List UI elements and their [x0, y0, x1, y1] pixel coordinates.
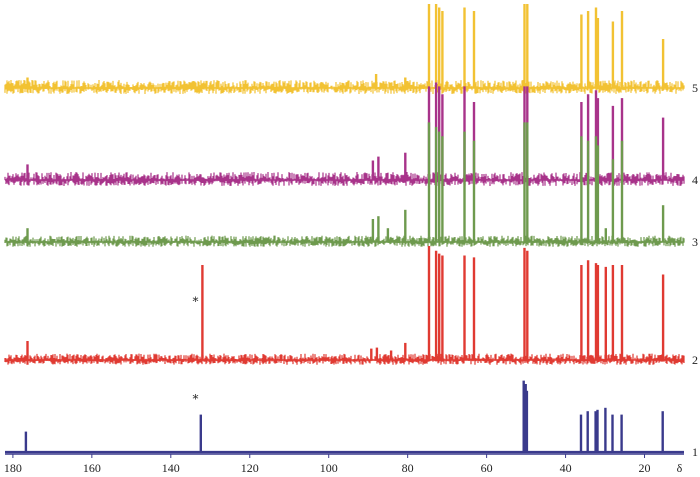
x-tick-label-120: 120: [241, 461, 259, 475]
spectra-layer: [4, 4, 685, 454]
x-tick-label-140: 140: [162, 461, 180, 475]
spectrum-5: [4, 4, 685, 94]
x-tick-label-160: 160: [83, 461, 101, 475]
x-tick-label-100: 100: [320, 461, 338, 475]
series-label-1: 1: [692, 445, 698, 459]
x-tick-label-20: 20: [639, 461, 651, 475]
x-axis-label: δ: [677, 461, 683, 475]
series-label-4: 4: [692, 173, 698, 187]
x-tick-label-80: 80: [402, 461, 414, 475]
series-labels-layer: 5 4 3 2 1: [692, 81, 698, 459]
series-label-5: 5: [692, 81, 698, 95]
spectrum-2: [4, 246, 685, 365]
x-axis: 180 160 140 120 100 80 60 40 20 δ: [4, 453, 684, 475]
x-tick-label-60: 60: [481, 461, 493, 475]
series-label-2: 2: [692, 353, 698, 367]
asterisk-annotation-1: ∗: [191, 390, 199, 404]
x-tick-label-180: 180: [4, 461, 22, 475]
series-label-3: 3: [692, 235, 698, 249]
spectrum-3: [4, 122, 685, 247]
spectrum-1: [5, 380, 684, 454]
asterisk-annotation-2: ∗: [191, 292, 199, 306]
x-tick-label-40: 40: [560, 461, 572, 475]
annotations-layer: ∗∗: [191, 292, 199, 404]
